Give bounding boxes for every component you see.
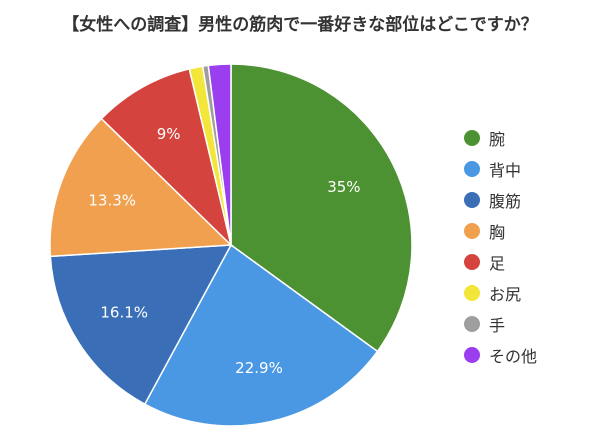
legend-swatch — [464, 346, 480, 363]
slice-data-label: 13.3% — [88, 192, 136, 210]
legend-swatch — [464, 160, 480, 177]
pie-slice — [143, 243, 379, 427]
legend-item: 腕 — [464, 122, 537, 153]
chart-title: 【女性への調査】男性の筋肉で一番好きな部位はどこですか？ — [62, 15, 538, 35]
legend-swatch — [464, 284, 480, 301]
legend-item: 手 — [464, 308, 537, 339]
pie-data-labels: 35% 22.9% 16.1% 13.3% 9% — [88, 125, 360, 377]
pie-slice — [230, 63, 413, 353]
legend-swatch — [464, 253, 480, 270]
pie-slice — [49, 244, 233, 406]
slice-data-label: 22.9% — [235, 359, 283, 377]
legend-item: その他 — [464, 339, 537, 370]
slice-data-label: 16.1% — [100, 304, 148, 322]
legend-swatch — [464, 129, 480, 146]
pie-slice — [49, 117, 233, 258]
legend-item: 胸 — [464, 215, 537, 246]
pie-slice — [100, 67, 233, 248]
pie-slice — [207, 63, 232, 246]
legend-item: 腹筋 — [464, 184, 537, 215]
legend-item: お尻 — [464, 277, 537, 308]
legend-swatch — [464, 191, 480, 208]
legend-swatch — [464, 222, 480, 239]
legend-item: 背中 — [464, 153, 537, 184]
legend-item: 足 — [464, 246, 537, 277]
legend-label: 足 — [489, 253, 506, 273]
legend-label: お尻 — [489, 284, 522, 304]
legend: 腕背中腹筋胸足お尻手その他 — [464, 122, 537, 370]
legend-label: 腹筋 — [489, 191, 522, 211]
slice-data-label: 9% — [157, 125, 181, 143]
pie-slices — [49, 63, 413, 427]
legend-label: その他 — [489, 346, 538, 366]
legend-label: 背中 — [489, 160, 522, 180]
legend-label: 腕 — [489, 129, 506, 149]
slice-data-label: 35% — [327, 178, 360, 196]
legend-swatch — [464, 315, 480, 332]
legend-label: 胸 — [489, 222, 506, 242]
legend-label: 手 — [489, 315, 506, 335]
